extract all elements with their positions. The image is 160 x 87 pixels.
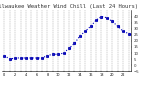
- Title: Milwaukee Weather Wind Chill (Last 24 Hours): Milwaukee Weather Wind Chill (Last 24 Ho…: [0, 4, 138, 9]
